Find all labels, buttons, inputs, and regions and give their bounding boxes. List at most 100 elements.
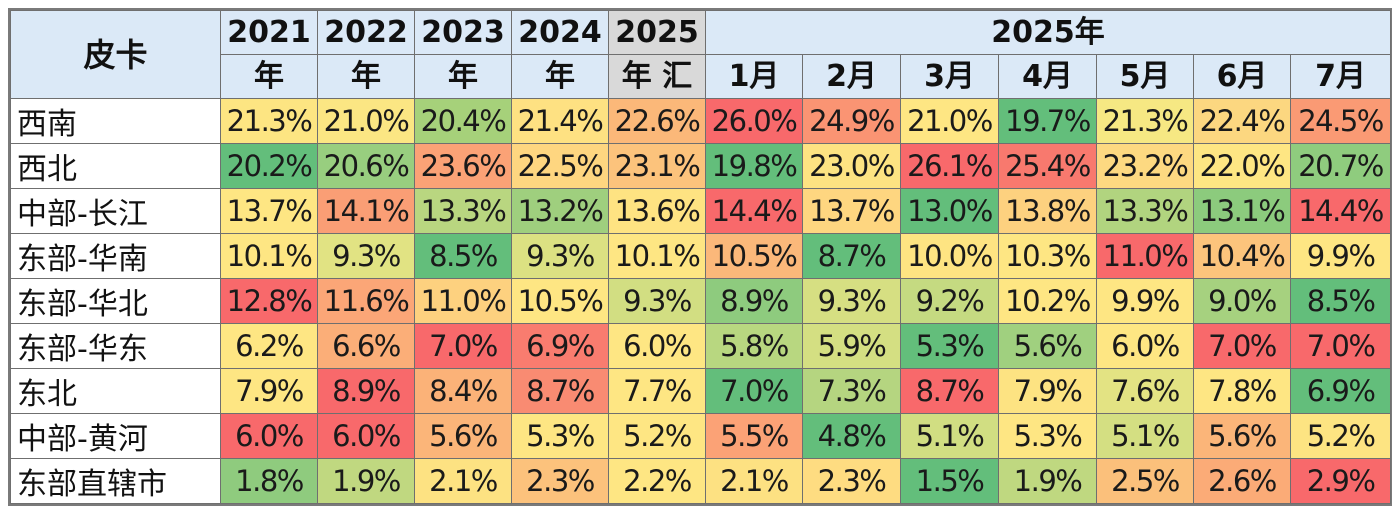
table-row: 东部-华北 12.8% 11.6% 11.0% 10.5% 9.3% 8.9% 9.3% 9.2… <box>10 278 1392 324</box>
corner-header: 皮卡 <box>10 10 221 99</box>
month-header: 3月 <box>900 54 999 99</box>
region-label: 西南 <box>10 98 221 144</box>
share-cell: 4.8% <box>802 413 901 459</box>
table-row: 东部直辖市 1.8% 1.9% 2.1% 2.3% 2.2% 2.1% 2.3% 1.5% 1.9… <box>10 458 1392 504</box>
share-cell: 10.5% <box>511 278 609 324</box>
share-cell: 14.4% <box>1289 188 1392 234</box>
year-header-2023-bottom: 年 <box>414 54 512 99</box>
share-cell: 22.5% <box>511 143 609 189</box>
share-cell: 22.6% <box>608 98 706 144</box>
share-cell: 9.2% <box>900 278 999 324</box>
share-cell: 10.2% <box>998 278 1097 324</box>
share-cell: 13.8% <box>998 188 1097 234</box>
share-cell: 2.9% <box>1289 458 1392 504</box>
share-cell: 13.0% <box>900 188 999 234</box>
share-cell: 14.4% <box>705 188 803 234</box>
share-cell: 21.0% <box>900 98 999 144</box>
share-cell: 11.6% <box>317 278 415 324</box>
year-header-2021-top: 2021 <box>220 10 318 55</box>
share-cell: 8.5% <box>1289 278 1392 324</box>
share-cell: 6.9% <box>1289 368 1392 414</box>
share-cell: 9.9% <box>1096 278 1194 324</box>
share-cell: 24.9% <box>802 98 901 144</box>
share-cell: 24.5% <box>1289 98 1392 144</box>
share-cell: 2.2% <box>608 458 706 504</box>
table-row: 中部-长江 13.7% 14.1% 13.3% 13.2% 13.6% 14.4% 13.7%… <box>10 188 1392 234</box>
share-cell: 23.6% <box>414 143 512 189</box>
share-cell: 7.9% <box>220 368 318 414</box>
month-header: 6月 <box>1193 54 1291 99</box>
share-cell: 10.0% <box>900 233 999 279</box>
region-label: 中部-长江 <box>10 188 221 234</box>
share-cell: 23.0% <box>802 143 901 189</box>
share-cell: 8.4% <box>414 368 512 414</box>
share-cell: 5.1% <box>900 413 999 459</box>
year-header-2022-bottom: 年 <box>317 54 415 99</box>
share-cell: 8.7% <box>511 368 609 414</box>
share-cell: 1.8% <box>220 458 318 504</box>
month-header: 2月 <box>802 54 901 99</box>
year-header-2023-top: 2023 <box>414 10 512 55</box>
share-cell: 9.3% <box>511 233 609 279</box>
region-label: 东部直辖市 <box>10 458 221 504</box>
share-cell: 13.3% <box>414 188 512 234</box>
year-header-2024-bottom: 年 <box>511 54 609 99</box>
region-label: 东部-华东 <box>10 323 221 369</box>
table-row: 西南 21.3% 21.0% 20.4% 21.4% 22.6% 26.0% 24.9% 21.… <box>10 98 1392 144</box>
table-body: 西南 21.3% 21.0% 20.4% 21.4% 22.6% 26.0% 24.9% 21.… <box>10 98 1392 504</box>
year-header-2025-top: 2025 <box>608 10 706 55</box>
share-cell: 9.3% <box>317 233 415 279</box>
share-cell: 19.8% <box>705 143 803 189</box>
share-cell: 13.7% <box>802 188 901 234</box>
share-cell: 9.9% <box>1289 233 1392 279</box>
share-cell: 10.3% <box>998 233 1097 279</box>
share-cell: 13.6% <box>608 188 706 234</box>
share-cell: 8.7% <box>802 233 901 279</box>
share-cell: 21.0% <box>317 98 415 144</box>
share-cell: 6.9% <box>511 323 609 369</box>
year-header-2025-bottom: 年 汇 <box>608 54 706 99</box>
region-label: 东北 <box>10 368 221 414</box>
share-cell: 13.1% <box>1193 188 1291 234</box>
share-cell: 13.7% <box>220 188 318 234</box>
share-cell: 23.2% <box>1096 143 1194 189</box>
share-cell: 21.3% <box>220 98 318 144</box>
share-cell: 7.8% <box>1193 368 1291 414</box>
share-cell: 7.0% <box>414 323 512 369</box>
region-label: 东部-华南 <box>10 233 221 279</box>
share-cell: 2.3% <box>802 458 901 504</box>
month-header: 7月 <box>1289 54 1392 99</box>
share-cell: 2.5% <box>1096 458 1194 504</box>
year-header-2022-top: 2022 <box>317 10 415 55</box>
share-cell: 13.2% <box>511 188 609 234</box>
table-row: 中部-黄河 6.0% 6.0% 5.6% 5.3% 5.2% 5.5% 4.8% 5.1% 5.3… <box>10 413 1392 459</box>
share-cell: 8.9% <box>705 278 803 324</box>
month-header: 1月 <box>705 54 803 99</box>
share-cell: 21.3% <box>1096 98 1194 144</box>
share-cell: 8.7% <box>900 368 999 414</box>
share-cell: 1.9% <box>998 458 1097 504</box>
share-cell: 5.6% <box>998 323 1097 369</box>
share-cell: 25.4% <box>998 143 1097 189</box>
share-cell: 7.7% <box>608 368 706 414</box>
share-cell: 10.1% <box>220 233 318 279</box>
share-cell: 13.3% <box>1096 188 1194 234</box>
share-cell: 7.6% <box>1096 368 1194 414</box>
share-cell: 5.5% <box>705 413 803 459</box>
share-cell: 5.6% <box>1193 413 1291 459</box>
share-cell: 22.4% <box>1193 98 1291 144</box>
month-header: 4月 <box>998 54 1097 99</box>
table-row: 东部-华南 10.1% 9.3% 8.5% 9.3% 10.1% 10.5% 8.7% 10.0… <box>10 233 1392 279</box>
share-cell: 14.1% <box>317 188 415 234</box>
share-cell: 2.1% <box>414 458 512 504</box>
share-cell: 9.3% <box>802 278 901 324</box>
share-cell: 20.4% <box>414 98 512 144</box>
share-cell: 7.0% <box>1193 323 1291 369</box>
share-cell: 20.2% <box>220 143 318 189</box>
share-cell: 1.5% <box>900 458 999 504</box>
share-cell: 9.0% <box>1193 278 1291 324</box>
share-table-container: 皮卡 2021 2022 2023 2024 2025 2025年 年 年 年 … <box>8 8 1392 506</box>
share-cell: 23.1% <box>608 143 706 189</box>
share-cell: 6.2% <box>220 323 318 369</box>
share-cell: 6.0% <box>1096 323 1194 369</box>
